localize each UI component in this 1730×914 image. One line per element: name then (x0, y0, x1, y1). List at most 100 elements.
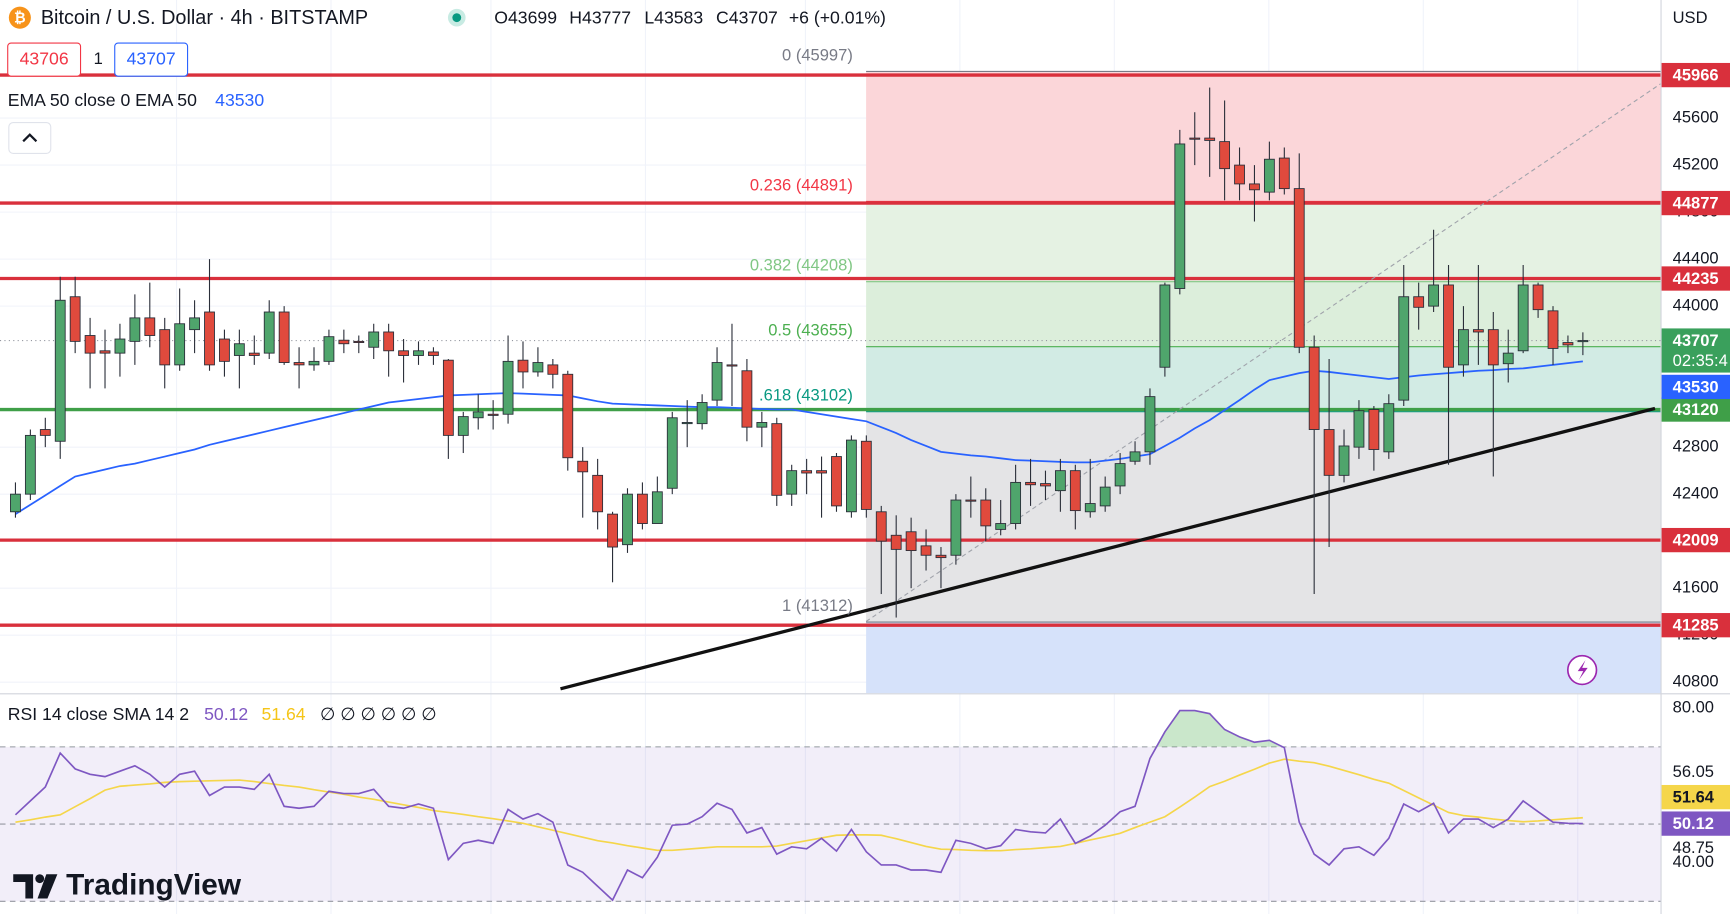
logo-slash (37, 874, 58, 899)
candle-body (1443, 284, 1454, 368)
candle-body (592, 474, 604, 513)
candle-body (248, 352, 260, 356)
candle-body (1054, 470, 1066, 492)
rsi-sma-legend-value: 51.64 (261, 704, 305, 724)
candle-body (338, 339, 350, 345)
candle-body (1278, 157, 1290, 190)
y-tick-label: 42400 (1673, 484, 1719, 503)
sell-button[interactable] (7, 42, 82, 77)
candle-body (622, 493, 633, 546)
ohlc-close: C43707 (716, 7, 778, 27)
candle-body (278, 311, 290, 363)
candle-body (1114, 463, 1126, 487)
candles-layer (10, 87, 1589, 618)
y-tick-label: 45200 (1673, 154, 1719, 173)
level-label-box (1661, 266, 1730, 291)
y-tick-label: 44400 (1673, 248, 1719, 267)
candle-body (1204, 137, 1216, 141)
rsi-axis-label-box (1661, 811, 1730, 836)
candle-body (875, 511, 887, 542)
y-tick-label: 41600 (1673, 578, 1719, 597)
candle-body (189, 317, 200, 331)
candle-body (905, 531, 917, 552)
collapse-button[interactable] (8, 121, 52, 154)
candle-body (1174, 143, 1186, 289)
candle-body (801, 470, 813, 474)
lightning (1577, 660, 1588, 680)
currency: USD (1673, 8, 1708, 27)
candle-body (10, 493, 21, 513)
candle-body (1189, 137, 1201, 140)
ema-legend: EMA 50 close 0 EMA 50 (8, 90, 197, 110)
candle-body (1219, 141, 1231, 170)
candle-body (204, 311, 215, 366)
candle-body (1368, 409, 1380, 450)
candle-body (1338, 445, 1350, 476)
candle-body (84, 335, 96, 354)
logo: TradingView (13, 868, 242, 901)
candle-body (398, 350, 409, 356)
candle-body (293, 362, 305, 366)
ohlc-low: L43583 (644, 7, 703, 27)
level-label-box (1661, 527, 1730, 553)
candle-body (1517, 284, 1529, 352)
level-label-box (1661, 397, 1730, 422)
candle-body (308, 360, 320, 366)
candle-body (831, 456, 842, 507)
candle-body (995, 523, 1007, 530)
candle-body (935, 554, 947, 559)
fib-label: .618 (43102) (759, 386, 853, 405)
buy-button[interactable] (114, 42, 189, 77)
rsi-tick-label: 40.00 (1673, 852, 1714, 871)
level-label: 44235 (1673, 269, 1719, 288)
candle-body (99, 350, 111, 354)
candle-body (756, 422, 768, 428)
candle-body (1562, 342, 1574, 346)
level-label-box (1661, 613, 1730, 638)
candle-body (1084, 503, 1096, 513)
trend-line[interactable] (560, 406, 1656, 691)
candle-body (442, 359, 454, 436)
candle-body (1502, 352, 1514, 365)
candle-body (711, 362, 723, 401)
candle-body (383, 331, 395, 352)
ohlc-change: +6 (+0.01%) (789, 7, 886, 27)
candle-body (890, 534, 902, 550)
candle-body (1458, 329, 1469, 366)
candle-body (487, 413, 499, 416)
candle-body (472, 411, 484, 419)
rsi-legend: RSI 14 close SMA 14 2 (8, 704, 189, 724)
coin-glyph: ₿ (14, 11, 26, 27)
candle-body (1398, 296, 1410, 401)
candle-body (651, 491, 663, 524)
candle-body (607, 513, 618, 548)
candle-body (1547, 310, 1559, 349)
candle-body (1293, 188, 1305, 348)
levels-layer (0, 73, 1661, 627)
candle-body (1099, 486, 1111, 507)
axis-background (1660, 0, 1730, 914)
ohlc-open: O43699 (494, 7, 557, 27)
rsi-line (14, 709, 1583, 902)
candle-body (637, 493, 648, 524)
fib-trend-line (865, 83, 1661, 622)
ask-price: 43707 (127, 48, 176, 68)
level-label: 43120 (1673, 400, 1719, 419)
bid-price: 43706 (20, 48, 69, 68)
candle-body (129, 317, 141, 342)
ema-legend-value: 43530 (215, 90, 264, 110)
candle-body (1234, 164, 1245, 185)
candle-body (1249, 183, 1260, 191)
symbol-title: Bitcoin / U.S. Dollar · 4h · BITSTAMP (41, 7, 368, 29)
candle-body (860, 440, 872, 510)
y-tick-label: 44000 (1673, 296, 1719, 315)
level-label: 45966 (1673, 66, 1719, 85)
candle-body (219, 338, 230, 362)
level-label-box (1661, 62, 1730, 88)
candle-body (965, 499, 977, 502)
y-tick-label: 42800 (1673, 437, 1719, 456)
logo-mark (13, 874, 34, 899)
level-label: 44877 (1673, 194, 1719, 213)
